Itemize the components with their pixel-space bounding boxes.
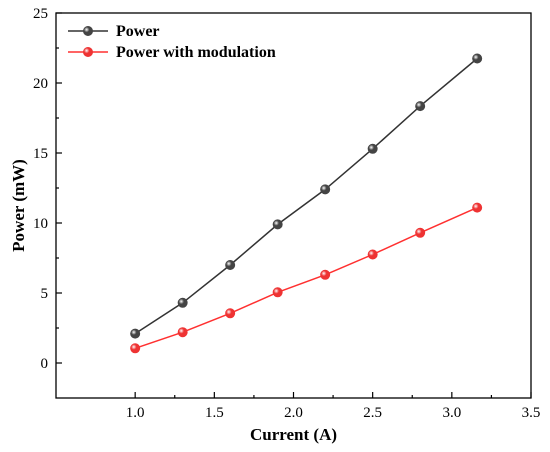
data-point xyxy=(472,53,483,64)
x-tick-label: 1.0 xyxy=(126,405,145,421)
data-point xyxy=(320,184,331,195)
x-tick-label: 1.5 xyxy=(205,405,224,421)
x-tick-label: 3.5 xyxy=(522,405,541,421)
x-tick-label: 3.0 xyxy=(442,405,461,421)
data-point xyxy=(472,202,483,213)
y-tick-label: 0 xyxy=(41,356,49,372)
series-line xyxy=(134,206,478,350)
y-axis-title: Power (mW) xyxy=(9,159,28,252)
y-tick-label: 25 xyxy=(33,6,48,22)
series-power xyxy=(130,53,483,339)
series-power-with-modulation xyxy=(130,202,483,354)
data-point xyxy=(367,249,378,260)
data-point xyxy=(415,227,426,238)
series-layer xyxy=(130,53,483,354)
data-point xyxy=(225,308,236,319)
plot-frame xyxy=(55,12,532,399)
legend-marker xyxy=(83,25,94,36)
data-point xyxy=(177,297,188,308)
y-tick-label: 5 xyxy=(41,286,49,302)
axes: 1.0 1.5 2.0 2.5 3.0 3.5 0 5 10 15 20 25 xyxy=(33,6,540,421)
data-point xyxy=(225,259,236,270)
x-tick-label: 2.0 xyxy=(284,405,303,421)
data-point xyxy=(177,327,188,338)
x-tick-label: 2.5 xyxy=(363,405,382,421)
y-tick-label: 20 xyxy=(33,76,48,92)
legend-label: Power with modulation xyxy=(116,44,276,61)
y-tick-label: 15 xyxy=(33,146,48,162)
series-line xyxy=(134,57,478,335)
data-point xyxy=(320,269,331,280)
data-point xyxy=(130,343,141,354)
x-axis-title: Current (A) xyxy=(250,425,337,444)
data-point xyxy=(367,143,378,154)
legend-marker xyxy=(83,47,94,58)
legend-label: Power xyxy=(116,23,160,40)
legend: Power Power with modulation xyxy=(68,23,276,61)
data-point xyxy=(272,219,283,230)
data-point xyxy=(272,287,283,298)
y-tick-label: 10 xyxy=(33,216,48,232)
data-point xyxy=(130,328,141,339)
data-point xyxy=(415,101,426,112)
